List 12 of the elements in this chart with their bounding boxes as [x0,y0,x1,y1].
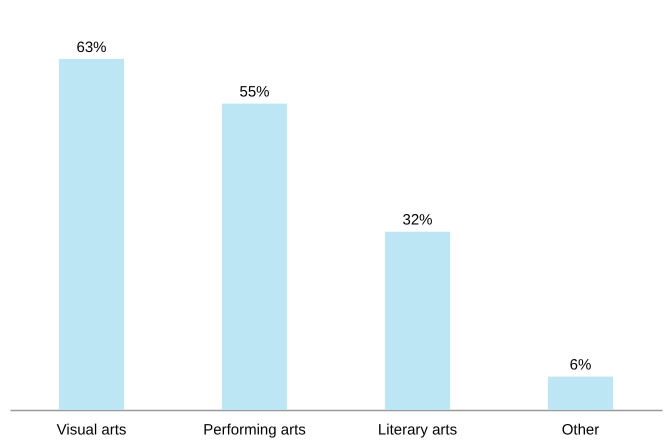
bar [548,376,614,410]
x-tick-label: Literary arts [378,422,458,438]
bar [384,232,450,410]
bar [222,104,288,410]
x-tick-label: Other [562,422,600,438]
data-label: 55% [239,84,270,101]
data-label: 32% [402,212,433,229]
data-label: 6% [570,356,592,374]
x-tick-label: Performing arts [203,422,306,438]
data-label: 63% [76,39,107,56]
x-tick-label: Visual arts [56,422,126,438]
bar [58,59,124,410]
